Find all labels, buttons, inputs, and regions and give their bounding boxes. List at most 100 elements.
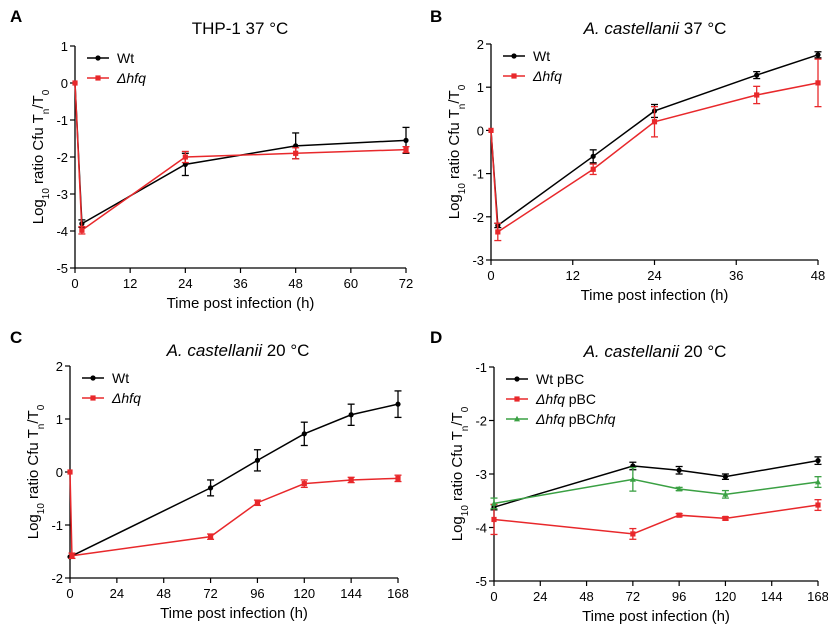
data-point xyxy=(590,166,596,172)
y-tick-label: -4 xyxy=(56,224,68,239)
panel-d: D A. castellanii 20 °C -5 -4 -3 -2 -1 0 24 48 72 96… xyxy=(430,328,828,625)
y-tick-label: -2 xyxy=(51,571,63,586)
x-tick-label: 48 xyxy=(288,276,302,291)
data-point xyxy=(254,500,261,506)
data-point xyxy=(722,515,729,522)
y-tick-label: 1 xyxy=(56,412,63,427)
series-line xyxy=(69,471,399,557)
y-tick-label: -1 xyxy=(472,167,484,182)
data-point xyxy=(491,500,497,506)
y-tick-label: -2 xyxy=(472,210,484,225)
legend-entry: Δhfq xyxy=(82,390,141,406)
series-0 xyxy=(490,456,822,511)
legend-entry: Δhfq xyxy=(87,70,146,86)
panel-label: D xyxy=(430,328,442,347)
data-point xyxy=(348,477,354,483)
series-line xyxy=(74,82,407,225)
y-tick-label: 1 xyxy=(477,80,484,95)
data-point xyxy=(754,72,760,78)
x-axis-label: Time post infection (h) xyxy=(581,287,729,304)
y-tick-label: -5 xyxy=(475,574,487,589)
x-tick-label: 48 xyxy=(579,589,593,604)
y-axis-label: Log10 ratio Cfu Tn/T0 xyxy=(30,89,52,224)
x-tick-label: 0 xyxy=(71,276,78,291)
series-2 xyxy=(490,466,822,510)
legend-label: Δhfq xyxy=(532,68,562,84)
y-tick-label: 0 xyxy=(61,76,68,91)
data-point xyxy=(630,531,636,537)
data-point xyxy=(348,412,354,418)
y-tick-label: 0 xyxy=(477,123,484,138)
legend-entry: Δhfq pBChfq xyxy=(506,411,616,427)
x-tick-label: 144 xyxy=(761,589,783,604)
y-tick-label: -5 xyxy=(56,261,68,276)
x-tick-label: 72 xyxy=(203,586,217,601)
y-axis-label: Log10 ratio Cfu Tn/T0 xyxy=(449,406,471,541)
data-point xyxy=(69,553,75,559)
x-tick-label: 96 xyxy=(672,589,686,604)
data-point xyxy=(301,481,307,487)
y-tick-label: -3 xyxy=(475,467,487,482)
data-point xyxy=(495,229,501,235)
legend-marker xyxy=(514,376,520,382)
series-line xyxy=(493,504,819,535)
series-1 xyxy=(72,80,410,235)
y-tick-label: -1 xyxy=(475,360,487,375)
x-tick-label: 168 xyxy=(387,586,409,601)
data-point xyxy=(676,512,682,518)
panel-label: A xyxy=(10,7,22,26)
series-line xyxy=(74,82,407,232)
chart-title: A. castellanii 20 °C xyxy=(166,341,310,360)
x-tick-label: 168 xyxy=(807,589,828,604)
data-point xyxy=(207,534,214,540)
series-line xyxy=(490,82,819,234)
legend-entry: Δhfq xyxy=(503,68,562,84)
data-point xyxy=(403,137,409,143)
legend-marker xyxy=(514,415,520,422)
data-point xyxy=(815,502,821,508)
data-point xyxy=(72,80,78,86)
x-tick-label: 72 xyxy=(399,276,413,291)
legend-marker xyxy=(511,73,517,79)
data-point xyxy=(395,475,401,481)
series-line xyxy=(493,478,819,505)
y-axis-label: Log10 ratio Cfu Tn/T0 xyxy=(25,404,47,539)
x-tick-label: 12 xyxy=(123,276,137,291)
x-tick-label: 0 xyxy=(487,268,494,283)
y-tick-label: -1 xyxy=(56,113,68,128)
legend-entry: Wt xyxy=(82,370,129,386)
legend-entry: Wt xyxy=(503,48,550,64)
x-tick-label: 24 xyxy=(533,589,547,604)
y-tick-label: -3 xyxy=(56,187,68,202)
x-tick-label: 120 xyxy=(715,589,737,604)
series-1 xyxy=(488,58,822,242)
legend-label: Wt xyxy=(112,370,129,386)
panel-a: A THP-1 37 °C -5 -4 -3 -2 -1 0 1 0 12 24 36 48 60 72 Tim… xyxy=(10,7,413,312)
series-line xyxy=(69,403,399,558)
x-tick-label: 24 xyxy=(178,276,192,291)
y-tick-label: 2 xyxy=(56,359,63,374)
chart-title: THP-1 37 °C xyxy=(192,19,289,38)
data-point xyxy=(651,119,658,125)
legend-marker xyxy=(514,396,520,402)
data-point xyxy=(722,474,729,480)
x-tick-label: 60 xyxy=(344,276,358,291)
data-point xyxy=(488,127,494,133)
data-point xyxy=(754,92,760,98)
data-point xyxy=(590,153,596,159)
data-point xyxy=(815,458,821,464)
series-0 xyxy=(67,390,402,560)
chart-title: A. castellanii 37 °C xyxy=(583,19,727,38)
legend-entry: Wt xyxy=(87,50,134,66)
legend-marker xyxy=(90,395,96,401)
data-point xyxy=(395,401,401,407)
legend-label: Wt xyxy=(117,50,134,66)
x-axis-label: Time post infection (h) xyxy=(582,608,730,625)
x-axis-label: Time post infection (h) xyxy=(167,295,315,312)
y-tick-label: -4 xyxy=(475,521,487,536)
legend-label: Δhfq xyxy=(116,70,146,86)
x-tick-label: 48 xyxy=(156,586,170,601)
series-1 xyxy=(67,469,402,560)
